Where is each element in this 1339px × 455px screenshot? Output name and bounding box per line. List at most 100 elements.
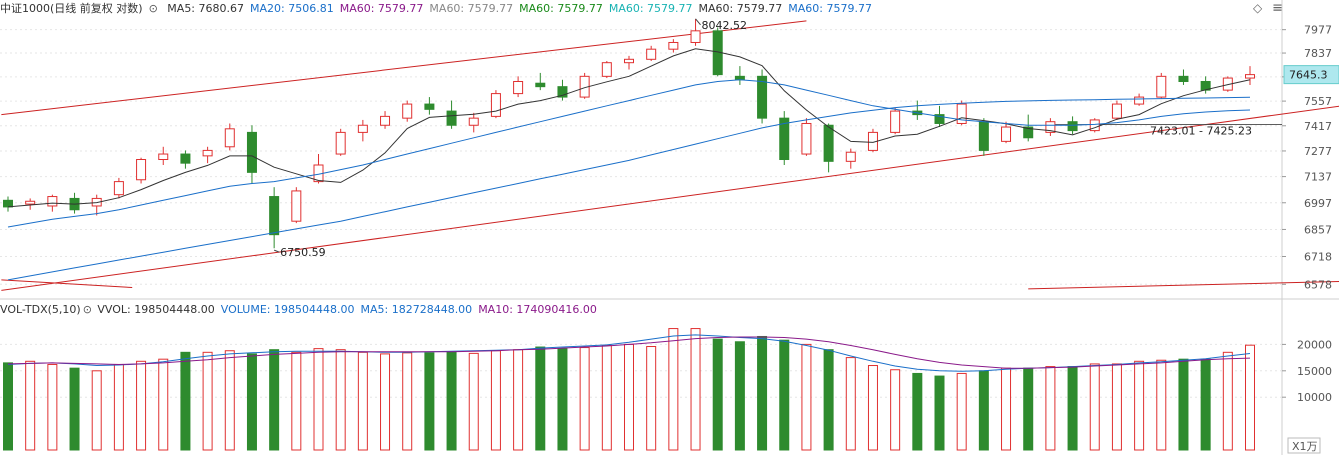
volume-bar xyxy=(136,360,147,451)
candle xyxy=(1023,126,1034,139)
volume-bar xyxy=(912,372,923,451)
candle xyxy=(1134,96,1145,105)
volume-indicator-list: VVOL: 198504448.00 VOLUME: 198504448.00 MA… xyxy=(97,303,602,316)
volume-bar xyxy=(468,352,479,451)
candle xyxy=(291,190,302,222)
volume-bar xyxy=(601,344,612,451)
unit-box xyxy=(1287,437,1321,454)
volume-bar xyxy=(158,358,169,451)
volume-bar xyxy=(3,362,13,451)
current-price-box xyxy=(1283,65,1339,85)
volume-bar xyxy=(557,348,568,451)
candle xyxy=(113,181,124,196)
candle xyxy=(1001,126,1012,142)
candle xyxy=(1045,121,1056,133)
candle xyxy=(1089,119,1100,132)
y-tick-label: 6718 xyxy=(1304,250,1332,263)
volume-bar xyxy=(490,350,501,451)
annotation-label: 6750.59 xyxy=(280,246,326,259)
candle xyxy=(335,131,346,155)
ma60-line xyxy=(7,96,1251,281)
candle xyxy=(490,93,501,117)
candle xyxy=(224,128,235,148)
diamond-icon[interactable]: ◇ xyxy=(1253,1,1263,15)
candle xyxy=(1245,74,1255,79)
candle xyxy=(734,75,745,81)
y-tick-label: 6578 xyxy=(1304,278,1332,291)
candle xyxy=(535,82,546,88)
volume-bar xyxy=(25,360,36,451)
candle xyxy=(978,121,989,151)
volume-bar xyxy=(380,353,391,451)
candle xyxy=(646,48,657,60)
candle xyxy=(801,122,812,155)
volume-bar xyxy=(801,343,812,451)
candle xyxy=(1156,75,1167,98)
volume-bar xyxy=(91,370,102,451)
volume-bar xyxy=(446,351,457,451)
volume-bar xyxy=(1111,363,1122,451)
volume-bar xyxy=(845,357,856,451)
current-price-label: 7645.3 xyxy=(1289,69,1328,82)
volume-bar xyxy=(779,339,790,451)
candle xyxy=(269,196,280,236)
volume-bar xyxy=(335,349,346,451)
candle xyxy=(845,151,856,162)
volume-bar xyxy=(269,349,280,451)
volume-bar xyxy=(867,365,878,451)
y-tick-label: 7557 xyxy=(1304,95,1332,108)
y-tick-label: 7137 xyxy=(1304,171,1332,184)
candle xyxy=(468,117,479,126)
volume-bar xyxy=(890,369,901,451)
volume-unit-label: X1万 xyxy=(1292,440,1318,453)
volume-bar xyxy=(535,346,546,451)
candle xyxy=(47,196,58,207)
volume-bar xyxy=(1245,344,1255,451)
ma20-line xyxy=(7,79,1251,228)
indicator-label: MA60: 7579.77 xyxy=(608,2,693,15)
volume-tick-label: 15000 xyxy=(1297,365,1332,378)
candle xyxy=(690,30,701,43)
collapse-icon[interactable]: ⊙ xyxy=(82,303,92,316)
trend-line-upper xyxy=(1,20,807,116)
volume-bar xyxy=(823,349,834,451)
candle xyxy=(3,199,13,208)
volume-bar xyxy=(69,367,80,451)
annotation-label: 8042.52 xyxy=(702,19,748,32)
volume-bar xyxy=(668,328,679,451)
ma5-line xyxy=(7,48,1251,208)
volume-title: VOL-TDX(5,10) xyxy=(0,303,81,316)
indicator-list: MA5: 7680.67 MA20: 7506.81 MA60: 7579.77 MA… xyxy=(167,2,878,15)
volume-bar xyxy=(956,372,967,451)
collapse-icon[interactable]: ⊙ xyxy=(148,2,158,15)
volume-bar xyxy=(202,351,213,451)
indicator-label: MA60: 7579.77 xyxy=(339,2,424,15)
volume-bar xyxy=(402,352,413,451)
candle xyxy=(934,114,945,124)
volume-bar xyxy=(757,335,768,451)
volume-bar xyxy=(424,352,435,451)
y-tick-label: 6997 xyxy=(1304,197,1332,210)
candle xyxy=(513,80,524,95)
volume-bar xyxy=(978,370,989,451)
candle xyxy=(380,115,391,126)
candle xyxy=(1111,103,1122,119)
annotation-pointer xyxy=(695,18,701,26)
volume-bar xyxy=(47,363,58,451)
indicator-label: MA60: 7579.77 xyxy=(519,2,603,15)
indicator-label: MA5: 182728448.00 xyxy=(360,303,473,316)
candle xyxy=(601,62,612,77)
volume-bar xyxy=(357,351,368,451)
y-tick-label: 6857 xyxy=(1304,223,1332,236)
indicator-label: MA5: 7680.67 xyxy=(167,2,245,15)
menu-icon[interactable]: ≡ xyxy=(1272,0,1284,16)
candle xyxy=(424,103,435,110)
volume-bar xyxy=(579,347,590,451)
annotation-pointer xyxy=(273,249,280,253)
index-title: 中证1000(日线 前复权 对数) xyxy=(0,2,143,15)
candle xyxy=(757,75,768,119)
volume-bar xyxy=(1178,358,1189,451)
y-tick-label: 7977 xyxy=(1304,24,1332,37)
candle xyxy=(25,200,36,205)
